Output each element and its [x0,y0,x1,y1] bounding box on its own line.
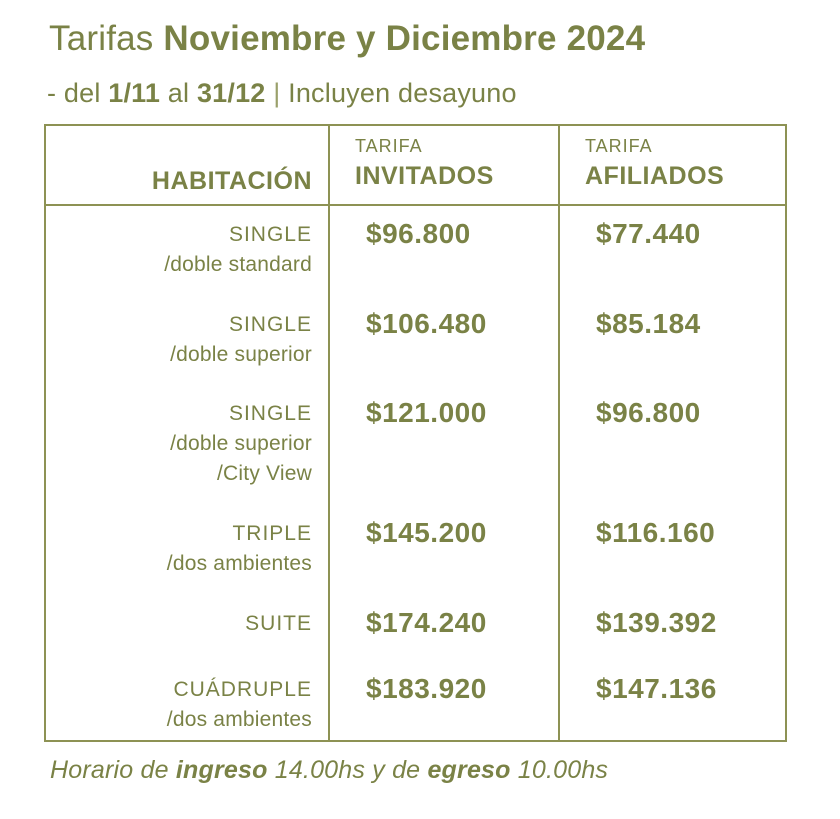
price-afiliados: $96.800 [596,397,701,428]
room-name: SINGLE [228,402,312,425]
room-name-cell: TRIPLE /dos ambientes [46,505,328,595]
room-detail: /doble superior [170,432,312,455]
room-detail: /dos ambientes [166,552,312,575]
table-row: TRIPLE /dos ambientes $145.200 $116.160 [46,505,785,595]
header-members-tarifa-label: TARIFA [585,136,653,156]
page-subtitle: - del 1/11 al 31/12 | Incluyen desayuno [47,78,517,109]
guests-price-cell: $145.200 [328,505,560,595]
guests-price-cell: $183.920 [328,670,560,740]
members-price-cell: $85.184 [560,296,785,385]
room-details: /dos ambientes [46,705,312,735]
subtitle-date-from: 1/11 [108,78,161,108]
header-guests-label: INVITADOS [355,162,494,190]
table-row: SUITE $174.240 $139.392 [46,595,785,670]
members-price-cell: $139.392 [560,595,785,670]
table-header-row: HABITACIÓN TARIFA INVITADOS TARIFA AFILI… [46,126,785,206]
page-title-period: Noviembre y Diciembre 2024 [163,19,646,58]
guests-price-cell: $106.480 [328,296,560,385]
room-detail: /City View [217,462,312,485]
members-price-cell: $96.800 [560,385,785,505]
room-name: TRIPLE [232,522,312,545]
subtitle-note: Incluyen desayuno [288,78,517,108]
price-invitados: $174.240 [366,607,487,638]
members-price-cell: $147.136 [560,670,785,740]
price-afiliados: $77.440 [596,218,701,249]
room-name-cell: SINGLE /doble standard [46,206,328,296]
schedule-part1: Horario de [50,756,176,784]
price-afiliados: $116.160 [596,517,716,548]
room-name-cell: SINGLE /doble superior/City View [46,385,328,505]
table-body: SINGLE /doble standard $96.800 $77.440 S… [46,206,785,740]
room-name-cell: SINGLE /doble superior [46,296,328,385]
price-invitados: $106.480 [366,308,487,339]
schedule-checkout-label: egreso [427,756,511,784]
header-members-column: TARIFA AFILIADOS [560,126,785,204]
room-details: /doble superior [46,340,312,370]
room-detail: /doble standard [164,253,312,276]
page-title: Tarifas Noviembre y Diciembre 2024 [49,19,645,59]
room-name-cell: SUITE [46,595,328,670]
room-name: SUITE [245,612,312,635]
header-guests-column: TARIFA INVITADOS [328,126,560,204]
table-row: SINGLE /doble superior/City View $121.00… [46,385,785,505]
schedule-part3: 10.00hs [510,756,609,784]
room-details: /doble superior/City View [46,429,312,489]
price-invitados: $145.200 [366,517,487,548]
price-afiliados: $85.184 [596,308,701,339]
room-name: SINGLE [228,313,312,336]
table-row: SINGLE /doble standard $96.800 $77.440 [46,206,785,296]
header-room-column: HABITACIÓN [151,167,312,195]
subtitle-separator: | [265,78,289,108]
price-invitados: $183.920 [366,673,487,704]
schedule-part2: 14.00hs y de [267,756,428,784]
guests-price-cell: $121.000 [328,385,560,505]
price-afiliados: $147.136 [596,673,717,704]
header-guests-tarifa-label: TARIFA [355,136,423,156]
members-price-cell: $77.440 [560,206,785,296]
table-row: CUÁDRUPLE /dos ambientes $183.920 $147.1… [46,670,785,740]
header-members-label: AFILIADOS [585,162,725,190]
table-row: SINGLE /doble superior $106.480 $85.184 [46,296,785,385]
guests-price-cell: $174.240 [328,595,560,670]
tariff-table: HABITACIÓN TARIFA INVITADOS TARIFA AFILI… [44,124,787,742]
price-afiliados: $139.392 [596,607,717,638]
schedule-note: Horario de ingreso 14.00hs y de egreso 1… [50,756,608,785]
room-detail: /doble superior [170,343,312,366]
room-name: CUÁDRUPLE [173,678,312,701]
room-details: /dos ambientes [46,549,312,579]
subtitle-lead: - del [47,78,109,108]
room-detail: /dos ambientes [166,708,312,731]
subtitle-date-to: 31/12 [196,78,266,108]
price-invitados: $121.000 [366,397,487,428]
price-invitados: $96.800 [366,218,471,249]
guests-price-cell: $96.800 [328,206,560,296]
members-price-cell: $116.160 [560,505,785,595]
schedule-checkin-label: ingreso [175,756,268,784]
room-name: SINGLE [228,223,312,246]
page-title-prefix: Tarifas [49,19,164,58]
room-name-cell: CUÁDRUPLE /dos ambientes [46,670,328,740]
room-details: /doble standard [46,250,312,280]
subtitle-mid: al [160,78,197,108]
